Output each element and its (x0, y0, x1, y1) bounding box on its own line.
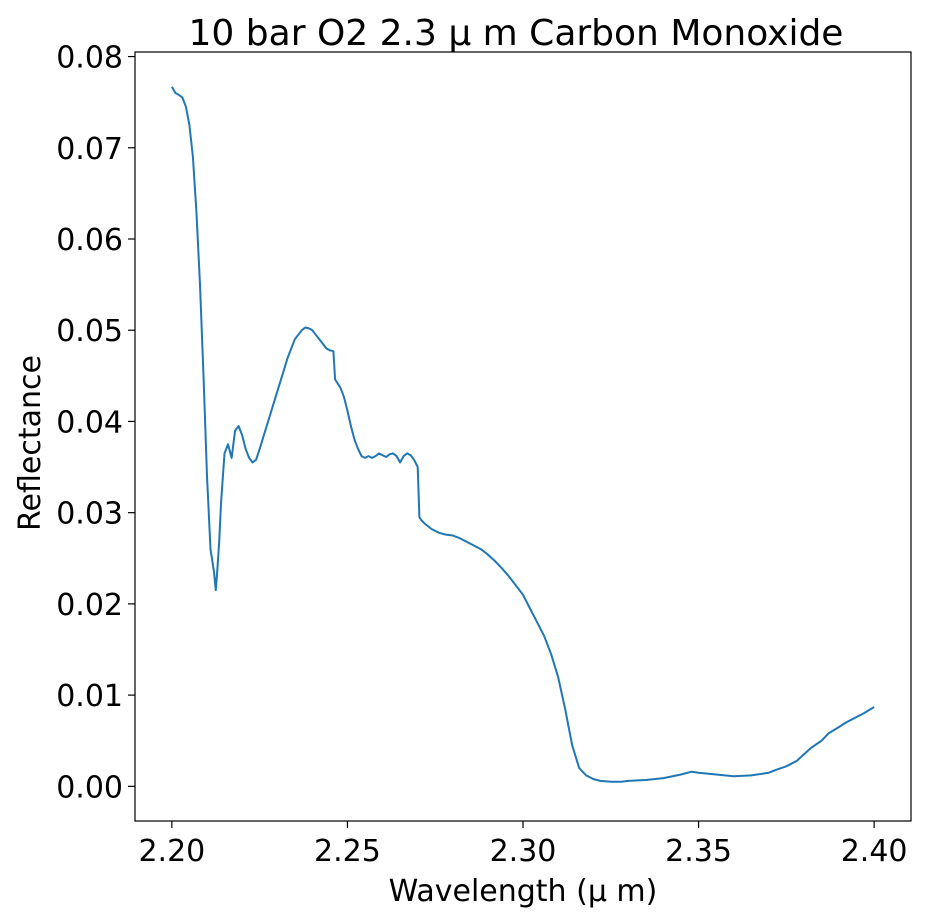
x-tick-label: 2.30 (490, 834, 557, 869)
x-axis: 2.20 2.25 2.30 2.35 2.40 (138, 821, 908, 869)
plot-frame (134, 51, 912, 822)
series-line (171, 86, 875, 783)
x-tick-label: 2.40 (841, 834, 908, 869)
y-tick-label: 0.01 (56, 679, 123, 714)
y-axis: 0.00 0.01 0.02 0.03 0.04 0.05 0.06 0.07 0.08 (56, 41, 135, 805)
y-tick-label: 0.00 (56, 770, 123, 805)
y-tick-label: 0.03 (56, 497, 123, 532)
x-axis-label: Wavelength (μ m) (389, 874, 658, 909)
y-tick-label: 0.02 (56, 588, 123, 623)
x-tick-label: 2.20 (138, 834, 205, 869)
y-tick-label: 0.05 (56, 314, 123, 349)
x-tick-label: 2.25 (314, 834, 381, 869)
x-tick-label: 2.35 (665, 834, 732, 869)
y-tick-label: 0.04 (56, 405, 123, 440)
chart-title: 10 bar O2 2.3 μ m Carbon Monoxide (189, 13, 844, 54)
y-tick-label: 0.08 (56, 41, 123, 76)
y-tick-label: 0.06 (56, 223, 123, 258)
y-tick-label: 0.07 (56, 132, 123, 167)
y-axis-label: Reflectance (13, 355, 48, 531)
plot-area (171, 86, 875, 783)
